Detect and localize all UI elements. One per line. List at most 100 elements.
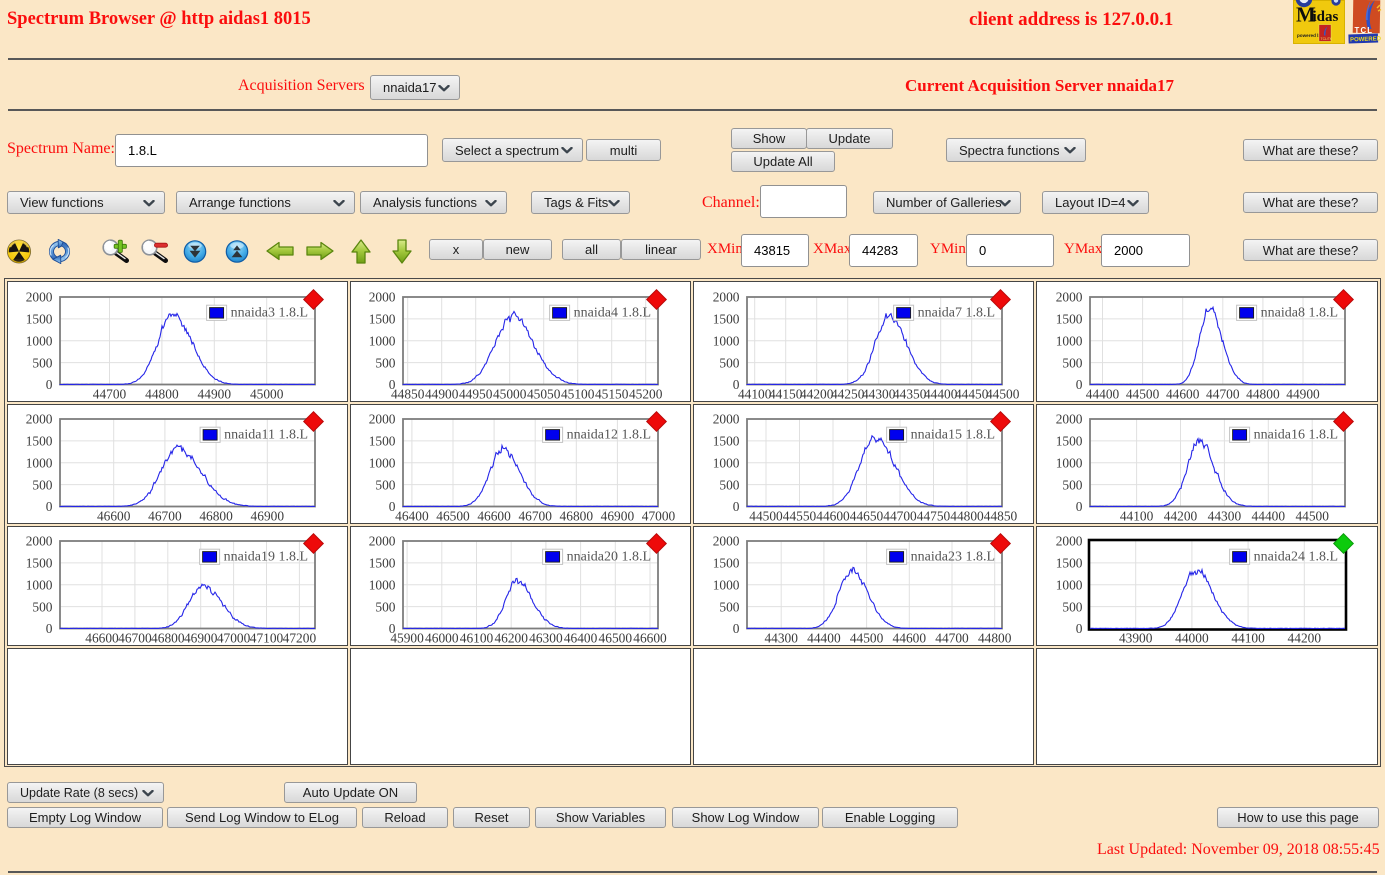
svg-text:500: 500 [32, 477, 52, 492]
svg-text:1500: 1500 [712, 556, 739, 571]
svg-text:44800: 44800 [950, 509, 984, 523]
svg-text:46500: 46500 [599, 631, 633, 645]
svg-text:2000: 2000 [712, 289, 739, 304]
svg-text:1000: 1000 [1055, 455, 1082, 470]
svg-text:44600: 44600 [816, 509, 850, 523]
svg-text:44400: 44400 [1086, 386, 1120, 400]
svg-text:45000: 45000 [493, 386, 527, 400]
svg-text:44800: 44800 [1246, 386, 1280, 400]
svg-text:44400: 44400 [923, 386, 957, 400]
svg-text:500: 500 [1062, 355, 1082, 370]
svg-text:44900: 44900 [425, 386, 459, 400]
svg-text:44550: 44550 [782, 509, 816, 523]
svg-text:nnaida16 1.8.L: nnaida16 1.8.L [1253, 428, 1337, 443]
svg-text:0: 0 [389, 499, 396, 514]
svg-text:44250: 44250 [830, 386, 864, 400]
svg-text:POWERED: POWERED [1350, 36, 1382, 43]
svg-text:1000: 1000 [1055, 333, 1082, 348]
svg-text:46200: 46200 [495, 631, 529, 645]
svg-text:500: 500 [32, 355, 52, 370]
svg-text:0: 0 [732, 377, 739, 392]
svg-text:500: 500 [719, 599, 739, 614]
svg-text:46000: 46000 [425, 631, 459, 645]
svg-text:2000: 2000 [712, 412, 739, 427]
svg-text:1500: 1500 [712, 434, 739, 449]
svg-text:1000: 1000 [369, 577, 396, 592]
svg-text:45100: 45100 [561, 386, 595, 400]
svg-text:2000: 2000 [369, 534, 396, 549]
svg-text:0: 0 [1076, 499, 1083, 514]
svg-text:44800: 44800 [145, 386, 179, 400]
svg-text:nnaida24 1.8.L: nnaida24 1.8.L [1253, 550, 1337, 565]
svg-text:44700: 44700 [1206, 386, 1240, 400]
svg-text:45050: 45050 [527, 386, 561, 400]
svg-text:46400: 46400 [395, 509, 429, 523]
svg-text:2000: 2000 [712, 534, 739, 549]
svg-text:nnaida11 1.8.L: nnaida11 1.8.L [224, 428, 308, 443]
svg-text:1000: 1000 [369, 455, 396, 470]
svg-text:2000: 2000 [26, 412, 53, 427]
svg-text:44150: 44150 [768, 386, 802, 400]
svg-text:2000: 2000 [1055, 534, 1082, 549]
svg-text:0: 0 [46, 499, 53, 514]
svg-text:nnaida8 1.8.L: nnaida8 1.8.L [1260, 305, 1337, 320]
svg-text:500: 500 [719, 355, 739, 370]
svg-text:46900: 46900 [251, 509, 285, 523]
svg-text:nnaida12 1.8.L: nnaida12 1.8.L [567, 428, 651, 443]
svg-text:1000: 1000 [712, 333, 739, 348]
svg-text:500: 500 [1062, 599, 1082, 614]
svg-text:44900: 44900 [198, 386, 232, 400]
svg-text:500: 500 [376, 355, 396, 370]
svg-text:44300: 44300 [861, 386, 895, 400]
svg-text:47000: 47000 [217, 631, 251, 645]
svg-text:44100: 44100 [1231, 631, 1265, 645]
svg-text:44350: 44350 [892, 386, 926, 400]
svg-text:46600: 46600 [478, 509, 512, 523]
svg-text:2000: 2000 [369, 412, 396, 427]
svg-text:nnaida3 1.8.L: nnaida3 1.8.L [231, 305, 308, 320]
svg-text:2000: 2000 [26, 289, 53, 304]
svg-text:44000: 44000 [1175, 631, 1209, 645]
svg-text:nnaida23 1.8.L: nnaida23 1.8.L [910, 550, 994, 565]
svg-text:TCL: TCL [1355, 26, 1374, 35]
svg-text:500: 500 [32, 599, 52, 614]
svg-text:44700: 44700 [883, 509, 917, 523]
svg-text:1000: 1000 [712, 455, 739, 470]
svg-text:1500: 1500 [369, 434, 396, 449]
svg-text:1500: 1500 [1055, 556, 1082, 571]
svg-text:46400: 46400 [564, 631, 598, 645]
svg-text:0: 0 [389, 621, 396, 636]
svg-text:44450: 44450 [954, 386, 988, 400]
svg-text:44200: 44200 [1164, 509, 1198, 523]
svg-text:2000: 2000 [26, 534, 53, 549]
svg-text:1500: 1500 [26, 556, 53, 571]
svg-text:44200: 44200 [1287, 631, 1321, 645]
svg-text:44950: 44950 [459, 386, 493, 400]
svg-text:44300: 44300 [1207, 509, 1241, 523]
svg-text:46300: 46300 [529, 631, 563, 645]
svg-text:1000: 1000 [26, 577, 53, 592]
svg-text:46800: 46800 [151, 631, 185, 645]
svg-text:46800: 46800 [199, 509, 233, 523]
svg-text:44100: 44100 [737, 386, 771, 400]
svg-text:1000: 1000 [712, 577, 739, 592]
svg-text:1500: 1500 [26, 311, 53, 326]
svg-text:1000: 1000 [369, 333, 396, 348]
svg-text:46900: 46900 [184, 631, 218, 645]
svg-text:0: 0 [46, 377, 53, 392]
svg-text:1500: 1500 [26, 434, 53, 449]
svg-text:0: 0 [732, 499, 739, 514]
svg-text:500: 500 [1062, 477, 1082, 492]
svg-text:1500: 1500 [1055, 434, 1082, 449]
svg-text:1000: 1000 [26, 333, 53, 348]
svg-text:0: 0 [732, 621, 739, 636]
svg-text:46600: 46600 [97, 509, 131, 523]
svg-text:powered by: powered by [1297, 33, 1323, 38]
svg-text:45200: 45200 [629, 386, 663, 400]
svg-text:46700: 46700 [118, 631, 152, 645]
svg-text:1500: 1500 [712, 311, 739, 326]
svg-text:2000: 2000 [1055, 412, 1082, 427]
svg-text:44500: 44500 [1295, 509, 1329, 523]
svg-text:44800: 44800 [977, 631, 1011, 645]
svg-text:44400: 44400 [807, 631, 841, 645]
